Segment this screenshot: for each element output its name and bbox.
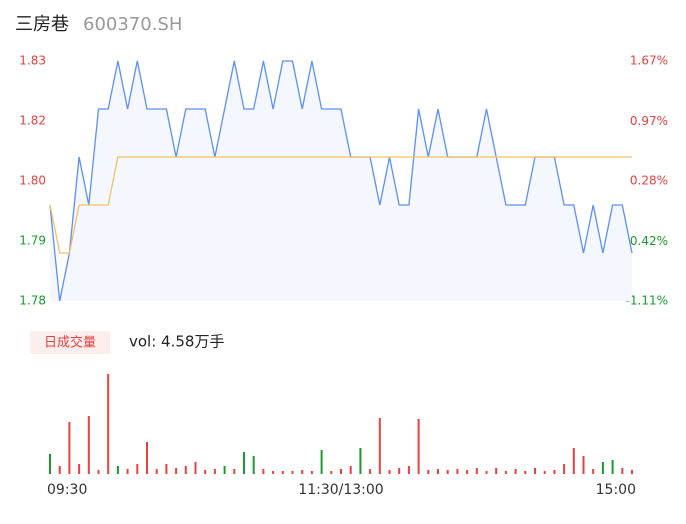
volume-bar <box>446 470 449 474</box>
y-tick-label: 1.80 <box>19 174 46 188</box>
stock-name: 三房巷 <box>15 14 69 35</box>
y2-tick-label: 1.67% <box>630 54 668 68</box>
x-tick-label: 15:00 <box>596 482 636 498</box>
volume-bar <box>601 462 604 474</box>
y-tick-label: 1.78 <box>19 294 46 308</box>
volume-bar <box>107 374 110 474</box>
volume-label: 日成交量 <box>44 335 96 351</box>
volume-bar <box>233 469 236 474</box>
volume-bar <box>194 462 197 474</box>
volume-bar <box>407 466 410 474</box>
volume-bar <box>485 471 488 474</box>
volume-bar <box>272 471 275 474</box>
y-tick-label: 1.83 <box>19 54 46 68</box>
y2-tick-label: 0.97% <box>630 114 668 128</box>
volume-bar <box>58 466 61 474</box>
volume-bar <box>456 469 459 474</box>
x-tick-label: 09:30 <box>47 482 87 498</box>
y-tick-label: 1.79 <box>19 234 46 248</box>
volume-bar <box>146 442 148 474</box>
volume-bar <box>388 470 391 474</box>
volume-bar <box>437 469 439 474</box>
volume-bar <box>204 470 207 474</box>
volume-bar <box>291 471 294 474</box>
volume-bar <box>631 470 633 474</box>
volume-bar <box>49 454 51 474</box>
volume-bar <box>524 471 527 474</box>
y2-tick-label: -0.42% <box>626 234 668 248</box>
volume-bar <box>310 471 313 474</box>
volume-bar <box>349 466 352 474</box>
volume-bar <box>116 466 119 474</box>
volume-bar <box>553 470 556 474</box>
volume-bar <box>87 416 90 474</box>
volume-bar <box>592 469 595 474</box>
average-line <box>49 156 632 254</box>
volume-bar <box>611 460 614 474</box>
volume-bar <box>68 422 71 474</box>
volume-bar <box>301 470 304 474</box>
volume-bar <box>97 470 100 474</box>
volume-bar <box>136 464 139 474</box>
volume-bar <box>495 468 498 474</box>
volume-bar <box>427 470 430 474</box>
volume-bar <box>281 471 284 474</box>
volume-bar <box>378 418 381 474</box>
volume-bar <box>243 452 245 474</box>
volume-bar <box>184 466 187 474</box>
volume-bar <box>504 471 507 474</box>
volume-label-bg <box>30 331 110 354</box>
volume-bar <box>223 466 226 474</box>
volume-bar <box>340 469 342 474</box>
volume-bar <box>398 468 401 474</box>
volume-bar <box>563 464 566 474</box>
volume-bar <box>572 448 575 474</box>
stock-code: 600370.SH <box>83 14 182 35</box>
volume-bar <box>165 464 168 474</box>
volume-bar <box>155 469 158 474</box>
volume-bar <box>369 469 372 474</box>
y-tick-label: 1.82 <box>19 114 46 128</box>
volume-bar <box>466 470 469 474</box>
volume-bar <box>417 419 420 474</box>
volume-bar <box>543 471 546 474</box>
volume-total: vol: 4.58万手 <box>129 333 224 351</box>
y2-tick-label: -1.11% <box>626 294 668 308</box>
y2-tick-label: 0.28% <box>630 174 668 188</box>
volume-bar <box>175 468 178 474</box>
volume-bar <box>514 469 517 474</box>
volume-bar <box>126 469 129 474</box>
volume-bar <box>621 468 624 474</box>
volume-bar <box>262 469 265 474</box>
volume-bar <box>582 456 585 474</box>
volume-bar <box>252 456 255 474</box>
volume-bar <box>78 464 81 474</box>
volume-bar <box>330 471 333 474</box>
volume-bar <box>320 450 323 474</box>
volume-bar <box>359 448 362 474</box>
price-area <box>50 61 632 301</box>
volume-bar <box>475 468 478 474</box>
volume-bar <box>534 468 536 474</box>
x-tick-label: 11:30/13:00 <box>298 482 383 498</box>
volume-bar <box>213 469 216 474</box>
